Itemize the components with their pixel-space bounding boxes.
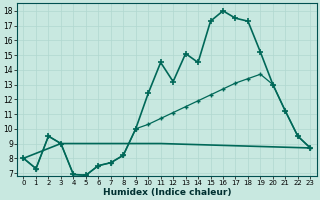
X-axis label: Humidex (Indice chaleur): Humidex (Indice chaleur) [103,188,231,197]
